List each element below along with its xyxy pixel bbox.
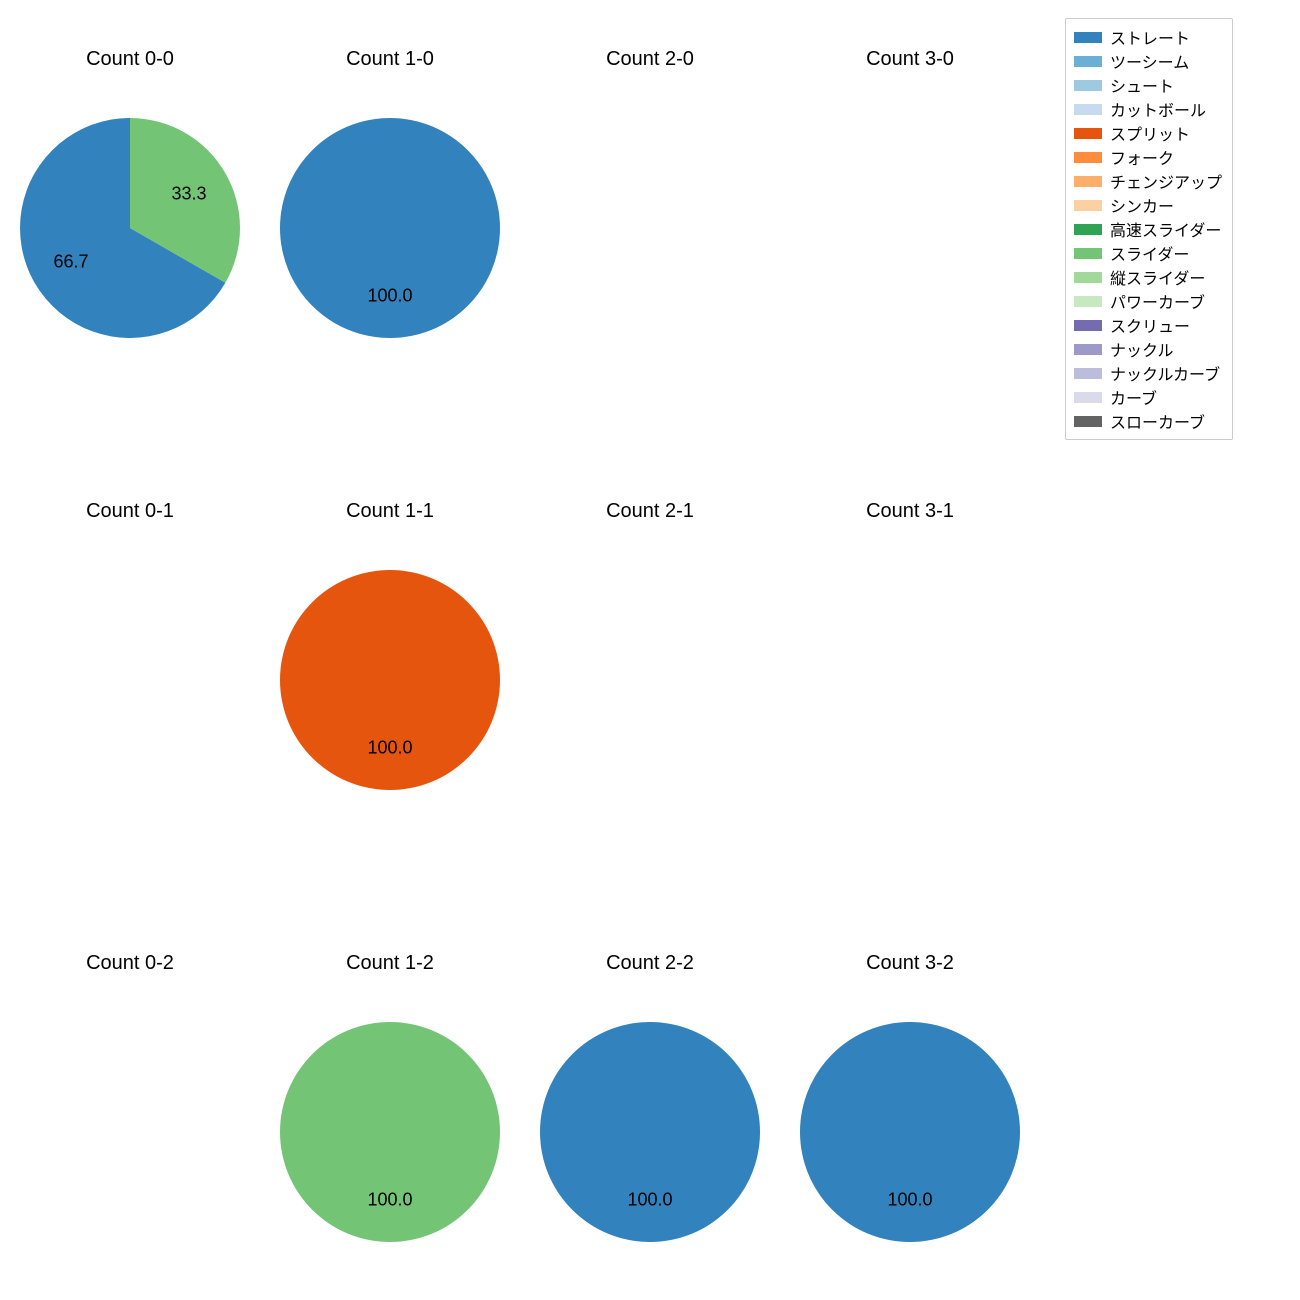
subplot: Count 1-1 100.0 xyxy=(260,500,520,840)
legend-swatch xyxy=(1074,344,1102,355)
legend-label: ナックルカーブ xyxy=(1110,361,1220,385)
subplot: Count 3-1 xyxy=(780,500,1040,840)
legend-swatch xyxy=(1074,56,1102,67)
legend-item: ストレート xyxy=(1074,25,1222,49)
legend-swatch xyxy=(1074,272,1102,283)
pie-slice-label: 100.0 xyxy=(367,1190,412,1211)
legend-item: 縦スライダー xyxy=(1074,265,1222,289)
pie-slice-label: 100.0 xyxy=(627,1190,672,1211)
legend-item: スローカーブ xyxy=(1074,409,1222,433)
subplot: Count 0-1 xyxy=(0,500,260,840)
subplot-title: Count 1-2 xyxy=(260,952,520,975)
legend-item: ツーシーム xyxy=(1074,49,1222,73)
legend-label: スローカーブ xyxy=(1110,409,1205,433)
legend-item: スライダー xyxy=(1074,241,1222,265)
legend-swatch xyxy=(1074,368,1102,379)
legend-swatch xyxy=(1074,392,1102,403)
legend-item: 高速スライダー xyxy=(1074,217,1222,241)
subplot-title: Count 3-0 xyxy=(780,48,1040,71)
pie-chart: 100.0 xyxy=(540,1022,760,1242)
legend: ストレートツーシームシュートカットボールスプリットフォークチェンジアップシンカー… xyxy=(1065,18,1233,440)
legend-swatch xyxy=(1074,128,1102,139)
legend-item: スクリュー xyxy=(1074,313,1222,337)
legend-swatch xyxy=(1074,320,1102,331)
subplot-title: Count 2-2 xyxy=(520,952,780,975)
legend-swatch xyxy=(1074,152,1102,163)
legend-swatch xyxy=(1074,104,1102,115)
subplot: Count 0-0 66.7 33.3 xyxy=(0,48,260,388)
legend-swatch xyxy=(1074,80,1102,91)
legend-item: チェンジアップ xyxy=(1074,169,1222,193)
legend-item: フォーク xyxy=(1074,145,1222,169)
subplot: Count 3-2 100.0 xyxy=(780,952,1040,1292)
subplot: Count 1-0 100.0 xyxy=(260,48,520,388)
subplot-title: Count 1-1 xyxy=(260,500,520,523)
legend-label: パワーカーブ xyxy=(1110,289,1205,313)
pie-chart: 100.0 xyxy=(280,118,500,338)
legend-label: シュート xyxy=(1110,73,1174,97)
subplot-title: Count 0-2 xyxy=(0,952,260,975)
legend-swatch xyxy=(1074,224,1102,235)
subplot-title: Count 0-1 xyxy=(0,500,260,523)
subplot-title: Count 3-2 xyxy=(780,952,1040,975)
legend-label: カットボール xyxy=(1110,97,1206,121)
subplot: Count 2-2 100.0 xyxy=(520,952,780,1292)
pie-slice-label: 100.0 xyxy=(367,738,412,759)
legend-label: ナックル xyxy=(1110,337,1174,361)
pie-slice-label: 33.3 xyxy=(171,183,206,204)
subplot: Count 2-1 xyxy=(520,500,780,840)
pie-slice-label: 100.0 xyxy=(887,1190,932,1211)
legend-item: パワーカーブ xyxy=(1074,289,1222,313)
subplot: Count 0-2 xyxy=(0,952,260,1292)
legend-label: チェンジアップ xyxy=(1110,169,1222,193)
legend-swatch xyxy=(1074,200,1102,211)
pie-chart: 66.7 33.3 xyxy=(20,118,240,338)
subplot: Count 2-0 xyxy=(520,48,780,388)
legend-label: スクリュー xyxy=(1110,313,1190,337)
subplot: Count 1-2 100.0 xyxy=(260,952,520,1292)
legend-label: 縦スライダー xyxy=(1110,265,1205,289)
legend-item: カーブ xyxy=(1074,385,1222,409)
subplot-title: Count 1-0 xyxy=(260,48,520,71)
legend-swatch xyxy=(1074,248,1102,259)
legend-swatch xyxy=(1074,296,1102,307)
legend-item: スプリット xyxy=(1074,121,1222,145)
legend-item: シュート xyxy=(1074,73,1222,97)
legend-label: スライダー xyxy=(1110,241,1189,265)
legend-swatch xyxy=(1074,176,1102,187)
legend-label: シンカー xyxy=(1110,193,1174,217)
legend-label: ストレート xyxy=(1110,25,1190,49)
legend-item: ナックルカーブ xyxy=(1074,361,1222,385)
legend-label: フォーク xyxy=(1110,145,1174,169)
legend-item: ナックル xyxy=(1074,337,1222,361)
subplot-title: Count 3-1 xyxy=(780,500,1040,523)
legend-label: ツーシーム xyxy=(1110,49,1189,73)
pie-chart: 100.0 xyxy=(800,1022,1020,1242)
legend-swatch xyxy=(1074,32,1102,43)
legend-label: 高速スライダー xyxy=(1110,217,1221,241)
subplot: Count 3-0 xyxy=(780,48,1040,388)
legend-label: スプリット xyxy=(1110,121,1190,145)
legend-item: シンカー xyxy=(1074,193,1222,217)
pie-slice-label: 66.7 xyxy=(53,252,88,273)
legend-item: カットボール xyxy=(1074,97,1222,121)
chart-canvas: Count 0-0 66.7 33.3 Count 1-0 100.0 Count 2-0… xyxy=(0,0,1300,1300)
pie-slice-label: 100.0 xyxy=(367,286,412,307)
subplot-title: Count 0-0 xyxy=(0,48,260,71)
subplot-title: Count 2-1 xyxy=(520,500,780,523)
legend-swatch xyxy=(1074,416,1102,427)
pie-chart: 100.0 xyxy=(280,1022,500,1242)
pie-chart: 100.0 xyxy=(280,570,500,790)
subplot-title: Count 2-0 xyxy=(520,48,780,71)
legend-label: カーブ xyxy=(1110,385,1157,409)
